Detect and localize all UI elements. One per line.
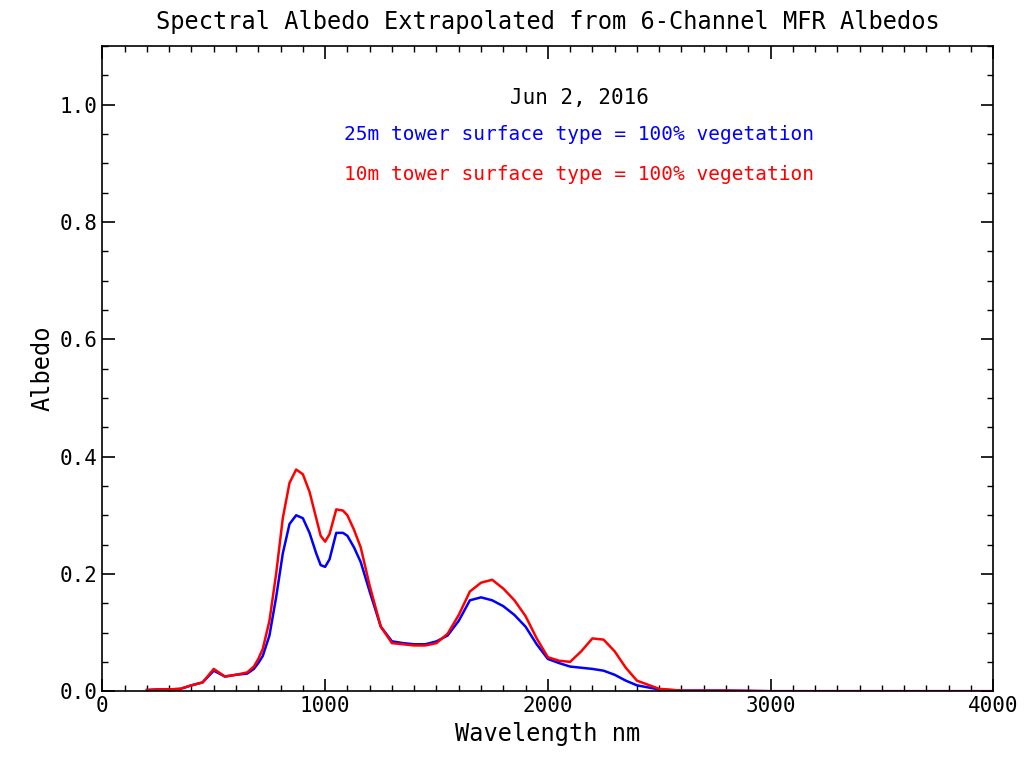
Text: 10m tower surface type = 100% vegetation: 10m tower surface type = 100% vegetation [344,165,814,184]
Y-axis label: Albedo: Albedo [30,326,54,412]
X-axis label: Wavelength nm: Wavelength nm [456,722,640,746]
Text: 25m tower surface type = 100% vegetation: 25m tower surface type = 100% vegetation [344,124,814,144]
Title: Spectral Albedo Extrapolated from 6-Channel MFR Albedos: Spectral Albedo Extrapolated from 6-Chan… [156,11,940,35]
Text: Jun 2, 2016: Jun 2, 2016 [510,88,648,108]
